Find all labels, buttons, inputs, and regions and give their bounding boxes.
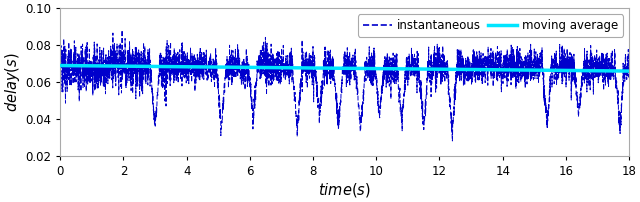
X-axis label: $\mathit{time(s)}$: $\mathit{time(s)}$ xyxy=(318,181,371,199)
instantaneous xyxy=(572,82,579,84)
instantaneous xyxy=(449,140,456,142)
instantaneous xyxy=(625,53,633,56)
instantaneous xyxy=(401,83,408,86)
instantaneous xyxy=(179,42,186,44)
Line: instantaneous: instantaneous xyxy=(60,30,629,141)
instantaneous xyxy=(410,67,418,70)
Y-axis label: $\mathit{delay(s)}$: $\mathit{delay(s)}$ xyxy=(3,52,22,112)
instantaneous xyxy=(56,43,64,46)
moving average xyxy=(625,70,633,72)
instantaneous xyxy=(625,64,633,67)
instantaneous xyxy=(118,29,126,32)
Line: moving average: moving average xyxy=(60,65,629,71)
moving average xyxy=(410,68,418,70)
moving average xyxy=(571,69,579,72)
moving average xyxy=(179,65,186,68)
moving average xyxy=(215,66,223,68)
moving average xyxy=(401,68,408,70)
instantaneous xyxy=(216,95,223,97)
moving average xyxy=(56,64,64,67)
moving average xyxy=(625,70,632,72)
Legend: instantaneous, moving average: instantaneous, moving average xyxy=(358,14,623,37)
